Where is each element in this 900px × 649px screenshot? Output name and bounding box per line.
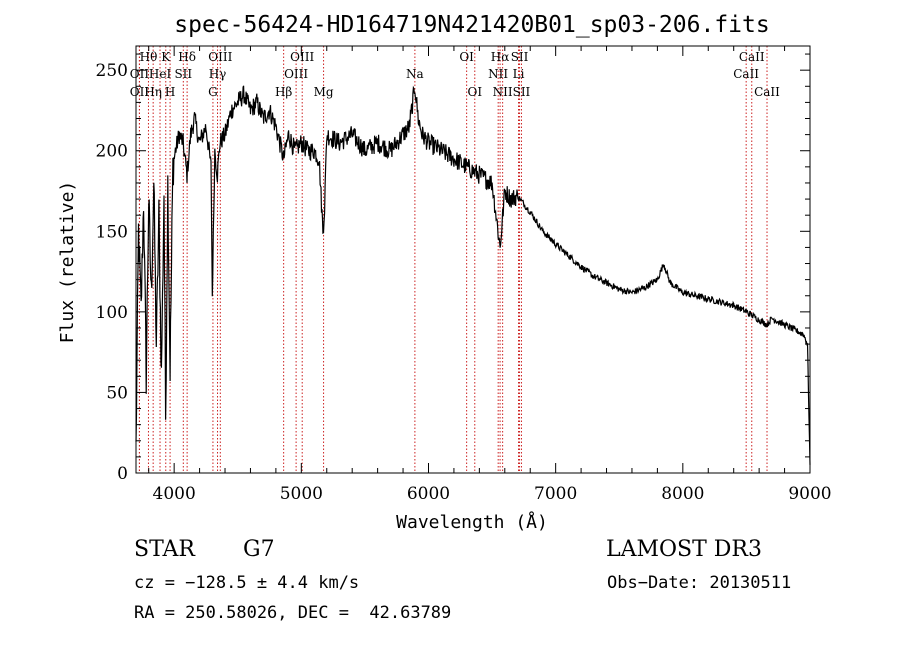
line-label: HeI	[149, 67, 172, 81]
y-tick-label: 100	[96, 303, 128, 323]
line-label: OIII	[290, 50, 314, 64]
line-label: OI	[467, 85, 482, 99]
line-label: OI	[459, 50, 474, 64]
x-tick-label: 9000	[788, 484, 831, 504]
x-tick-label: 6000	[407, 484, 450, 504]
line-label: CaII	[733, 67, 759, 81]
line-label: Hβ	[275, 85, 292, 99]
x-tick-label: 7000	[534, 484, 577, 504]
line-label: SII	[513, 85, 531, 99]
line-label: SII	[511, 50, 529, 64]
line-label: OIII	[284, 67, 308, 81]
line-label: Mg	[314, 85, 334, 99]
line-label: NII	[493, 85, 513, 99]
y-tick-label: 150	[96, 222, 128, 242]
line-label: Li	[513, 67, 525, 81]
plot-frame	[135, 45, 811, 474]
line-label: G	[208, 85, 218, 99]
y-tick-label: 50	[106, 383, 128, 403]
object-class: STAR	[134, 537, 195, 562]
chart-title: spec-56424-HD164719N421420B01_sp03-206.f…	[174, 12, 769, 38]
line-label: OIII	[208, 50, 232, 64]
line-label: NII	[488, 67, 508, 81]
redshift-value: cz = −128.5 ± 4.4 km/s	[134, 573, 360, 593]
y-tick-label: 250	[96, 61, 128, 81]
y-axis: 0 50 100 150 200 250	[96, 53, 810, 484]
line-label: OII	[130, 67, 150, 81]
x-axis: 4000 5000 6000 7000 8000 9000	[148, 46, 832, 504]
coordinates: RA = 250.58026, DEC = 42.63789	[134, 603, 452, 623]
y-axis-label: Flux (relative)	[57, 181, 78, 344]
y-tick-label: 0	[117, 464, 128, 484]
line-label: CaII	[739, 50, 765, 64]
line-label: K	[161, 50, 171, 64]
line-label: CaII	[754, 85, 780, 99]
observation-date: Obs−Date: 20130511	[607, 573, 792, 593]
line-label: Hα	[491, 50, 510, 64]
line-label: Hη	[144, 85, 162, 99]
spectrum-line	[135, 85, 811, 465]
object-subclass: G7	[243, 537, 275, 562]
survey-name: LAMOST DR3	[606, 537, 762, 562]
line-label: Hδ	[178, 50, 196, 64]
y-tick-label: 200	[96, 142, 128, 162]
line-label: Hθ	[140, 50, 158, 64]
line-label: H	[165, 85, 175, 99]
line-label: Hγ	[209, 67, 227, 81]
x-tick-label: 4000	[153, 484, 196, 504]
line-label: OII	[130, 85, 150, 99]
line-label: SII	[174, 67, 192, 81]
line-label: Na	[406, 67, 424, 81]
x-tick-label: 8000	[661, 484, 704, 504]
x-tick-label: 5000	[280, 484, 323, 504]
x-axis-label: Wavelength (Å)	[396, 511, 548, 533]
